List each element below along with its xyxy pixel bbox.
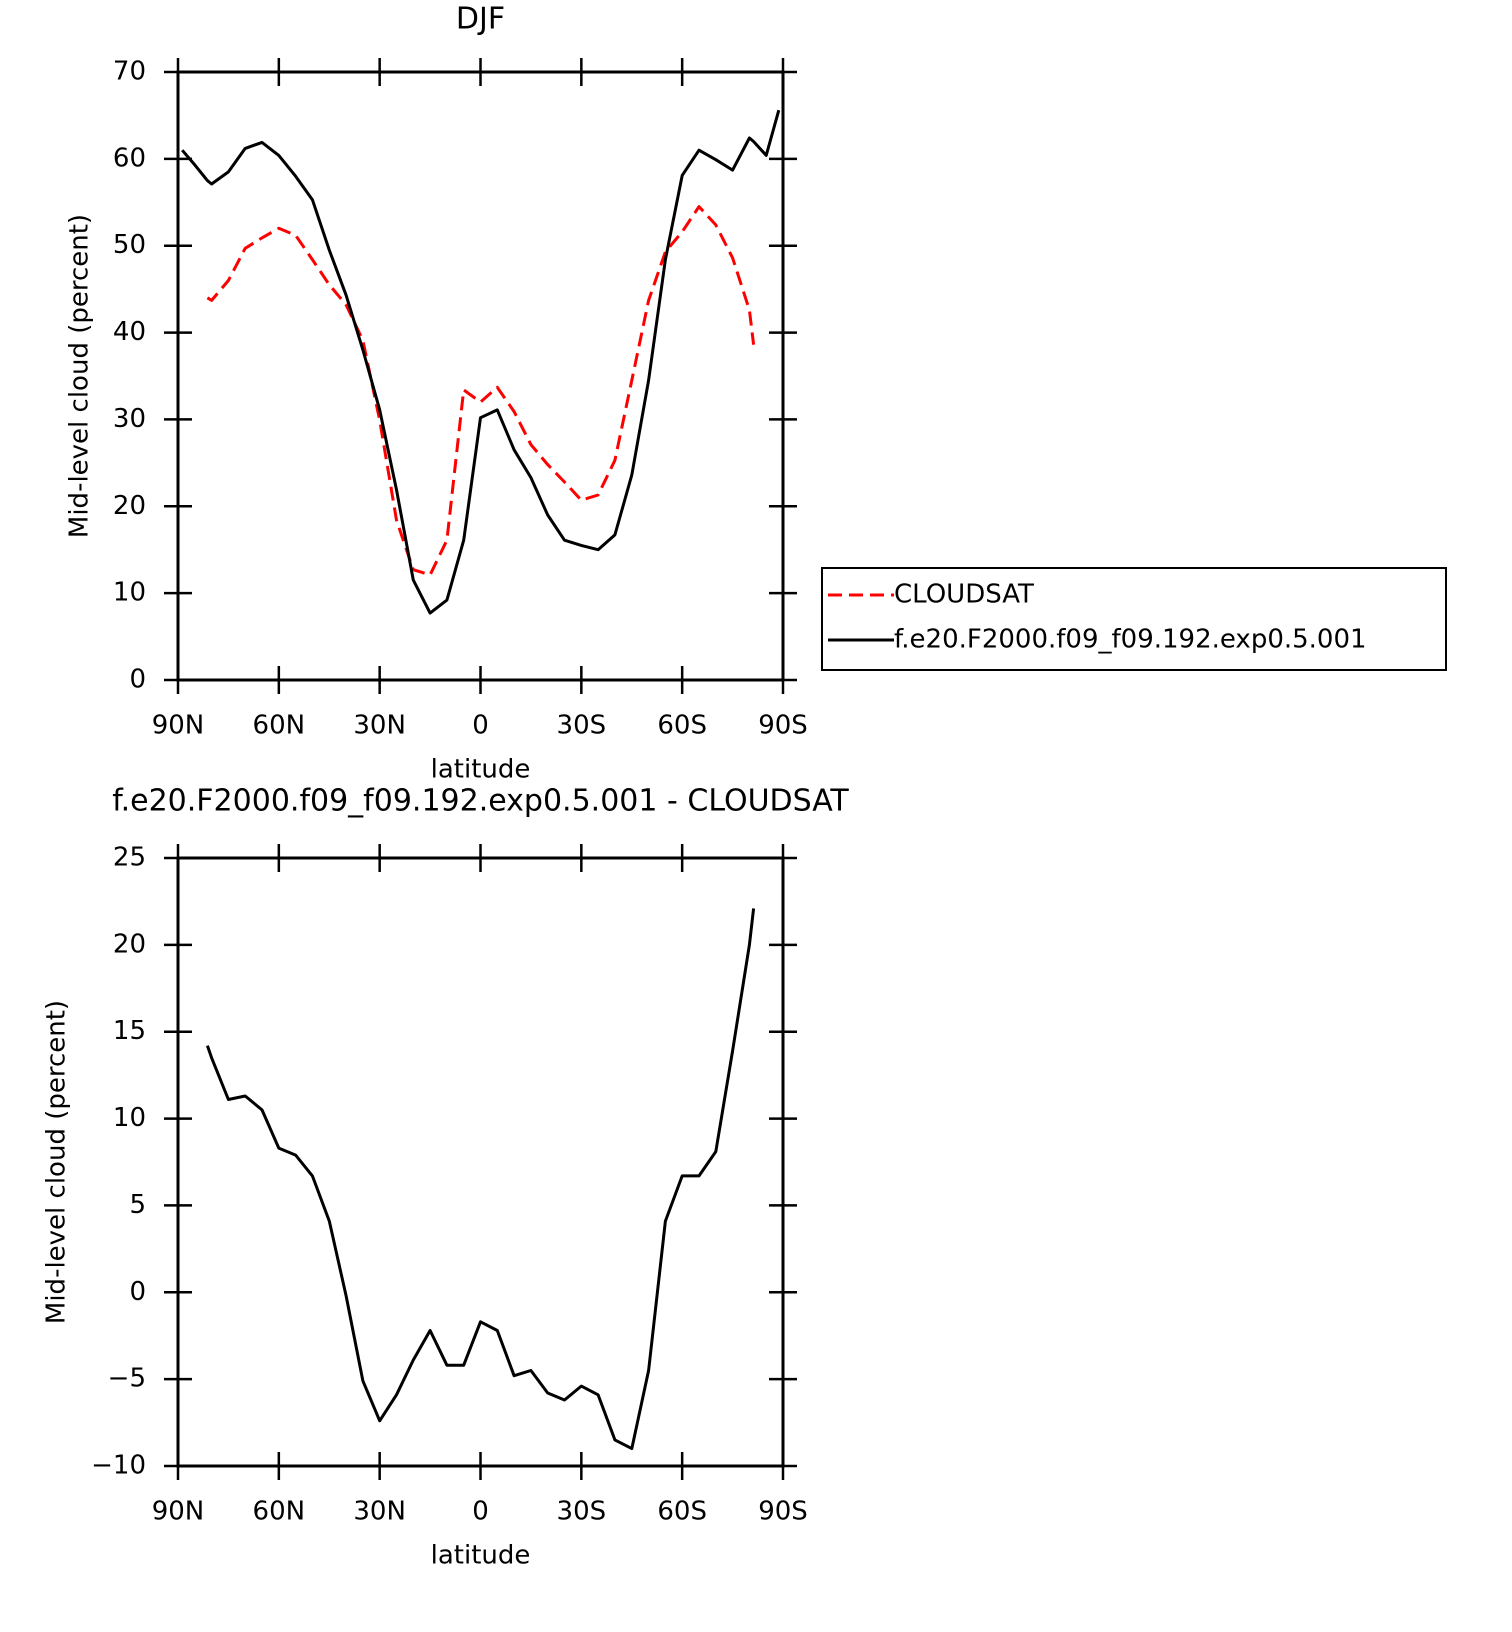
y-tick-label: −5 [108,1364,146,1394]
plot-frame [176,70,785,682]
x-tick-label: 90N [152,711,205,741]
x-tick-label: 90S [758,711,808,741]
x-axis-label: latitude [431,755,531,785]
y-tick-label: 5 [129,1190,146,1220]
y-tick-label: 60 [113,143,146,173]
line-series [181,109,781,615]
legend-box [821,567,1447,671]
line-series [205,908,756,1451]
x-tick-label: 60S [657,711,707,741]
y-tick-label: 20 [113,929,146,959]
x-tick-label: 90N [152,1497,205,1527]
y-axis-label: Mid-level cloud (percent) [42,1000,72,1324]
y-tick-label: 50 [113,230,146,260]
y-tick-label: 10 [113,1103,146,1133]
x-tick-label: 0 [472,711,489,741]
x-tick-label: 60N [253,711,306,741]
plot-frame [176,856,785,1468]
x-tick-label: 0 [472,1497,489,1527]
y-tick-label: 40 [113,317,146,347]
y-tick-label: 70 [113,57,146,87]
y-tick-label: −10 [91,1451,146,1481]
x-tick-label: 60S [657,1497,707,1527]
legend-label: f.e20.F2000.f09_f09.192.exp0.5.001 [894,625,1367,655]
x-axis-label: latitude [431,1541,531,1571]
y-tick-label: 0 [129,1277,146,1307]
x-tick-label: 30S [557,711,607,741]
x-tick-label: 60N [253,1497,306,1527]
chart-title: f.e20.F2000.f09_f09.192.exp0.5.001 - CLO… [112,784,849,819]
x-tick-label: 30N [353,711,406,741]
y-tick-label: 25 [113,843,146,873]
x-tick-label: 30S [557,1497,607,1527]
y-axis-label: Mid-level cloud (percent) [65,214,95,538]
legend-label: CLOUDSAT [894,580,1034,610]
line-series [206,205,756,577]
y-tick-label: 0 [129,665,146,695]
x-tick-label: 90S [758,1497,808,1527]
y-tick-label: 10 [113,578,146,608]
y-tick-label: 20 [113,491,146,521]
x-tick-label: 30N [353,1497,406,1527]
y-tick-label: 30 [113,404,146,434]
y-tick-label: 15 [113,1016,146,1046]
chart-title: DJF [456,2,505,37]
